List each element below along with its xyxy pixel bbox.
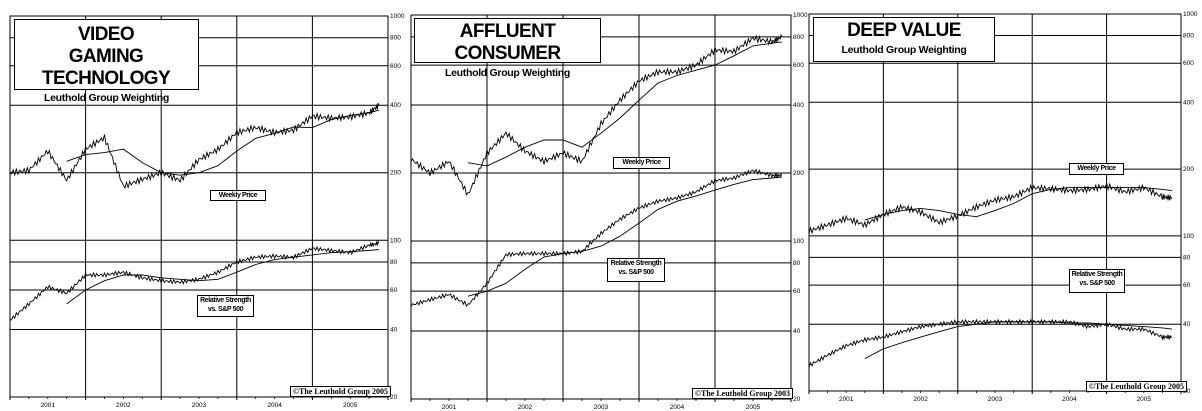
y-tick-label: 200 bbox=[390, 170, 401, 177]
y-tick-label: 100 bbox=[390, 237, 401, 244]
y-tick-label: 1000 bbox=[390, 13, 405, 20]
x-tick-label: 2002 bbox=[913, 396, 928, 403]
y-tick-label: 40 bbox=[793, 328, 801, 335]
x-tick-label: 2002 bbox=[116, 402, 131, 409]
chart-subtitle: Leuthold Group Weighting bbox=[445, 67, 570, 79]
x-tick-label: 2004 bbox=[1062, 396, 1077, 403]
relative-strength-line bbox=[410, 168, 783, 308]
x-tick-label: 2003 bbox=[594, 404, 609, 411]
x-tick-label: 2005 bbox=[343, 402, 358, 409]
legend-rs-label: Relative Strength bbox=[1071, 271, 1123, 278]
y-tick-label: 600 bbox=[1183, 60, 1194, 67]
y-tick-label: 60 bbox=[793, 288, 801, 295]
copyright: ©The Leuthold Group 2005 bbox=[290, 386, 391, 397]
title-box: AFFLUENT CONSUMER Leuthold Group Weighti… bbox=[414, 18, 601, 79]
chart-title: DEEP VALUE bbox=[847, 20, 961, 41]
y-tick-label: 600 bbox=[793, 62, 804, 69]
y-tick-label: 800 bbox=[390, 35, 401, 42]
y-tick-label: 1000 bbox=[1183, 11, 1198, 18]
chart-title: VIDEO GAMING TECHNOLOGY bbox=[41, 24, 171, 89]
price-moving-average-line bbox=[864, 187, 1173, 221]
x-tick-label: 2003 bbox=[988, 396, 1003, 403]
legend-price-label: Weekly Price bbox=[622, 159, 661, 166]
y-tick-label: 400 bbox=[390, 102, 401, 109]
plot-frame bbox=[808, 13, 1182, 392]
rs-moving-average-line bbox=[864, 321, 1173, 359]
y-tick-label: 80 bbox=[390, 259, 398, 266]
y-tick-label: 100 bbox=[1183, 233, 1194, 240]
y-tick-label: 20 bbox=[793, 396, 801, 403]
legend-relative-strength: Relative Strength vs. S&P 500 bbox=[1069, 269, 1125, 293]
y-tick-label: 80 bbox=[1183, 254, 1191, 261]
x-tick-label: 2001 bbox=[839, 396, 854, 403]
chart-affluent-consumer: 1000 800 600 400 200 100 80 60 40 20 2001 2002 2003 2… bbox=[410, 12, 808, 411]
chart-title: AFFLUENT CONSUMER bbox=[454, 21, 561, 64]
title-box: DEEP VALUE Leuthold Group Weighting bbox=[813, 17, 995, 62]
y-tick-label: 800 bbox=[793, 34, 804, 41]
price-moving-average-line bbox=[66, 109, 380, 176]
x-tick-label: 2005 bbox=[1137, 396, 1152, 403]
copyright: ©The Leuthold Group 2003 bbox=[692, 388, 793, 399]
price-moving-average-line bbox=[467, 41, 782, 167]
x-tick-label: 2001 bbox=[442, 404, 457, 411]
x-tick-label: 2004 bbox=[267, 402, 282, 409]
legend-rs-sub-label: vs. S&P 500 bbox=[618, 269, 654, 276]
y-tick-label: 200 bbox=[793, 170, 804, 177]
weekly-price-line bbox=[410, 33, 783, 197]
y-tick-label: 60 bbox=[390, 287, 398, 294]
chart-video-gaming: 1000 800 600 400 200 100 80 60 40 20 2001 2002 2003 2… bbox=[0, 0, 405, 411]
chart-subtitle: Leuthold Group Weighting bbox=[44, 92, 169, 104]
relative-strength-line bbox=[808, 318, 1173, 368]
y-tick-label: 80 bbox=[793, 260, 801, 267]
chart-subtitle: Leuthold Group Weighting bbox=[841, 44, 967, 56]
legend-weekly-price: Weekly Price bbox=[210, 190, 266, 201]
x-tick-label: 2003 bbox=[192, 402, 207, 409]
relative-strength-line bbox=[9, 240, 380, 321]
weekly-price-line bbox=[9, 102, 380, 190]
x-tick-label: 2002 bbox=[518, 404, 533, 411]
legend-price-label: Weekly Price bbox=[218, 192, 258, 199]
legend-rs-sub-label: vs. S&P 500 bbox=[1079, 280, 1115, 287]
legend-rs-sub-label: vs. S&P 500 bbox=[207, 306, 244, 313]
copyright: ©The Leuthold Group 2005 bbox=[1086, 381, 1187, 392]
y-tick-label: 800 bbox=[1183, 33, 1194, 40]
y-tick-label: 400 bbox=[1183, 99, 1194, 106]
legend-rs-label: Relative Strength bbox=[610, 260, 662, 267]
rs-moving-average-line bbox=[66, 248, 379, 305]
y-tick-label: 400 bbox=[793, 102, 804, 109]
legend-rs-label: Relative Strength bbox=[200, 297, 251, 304]
y-tick-label: 100 bbox=[793, 238, 804, 245]
legend-weekly-price: Weekly Price bbox=[1069, 163, 1124, 175]
legend-weekly-price: Weekly Price bbox=[613, 157, 670, 169]
legend-relative-strength: Relative Strength vs. S&P 500 bbox=[607, 258, 665, 282]
legend-price-label: Weekly Price bbox=[1077, 165, 1116, 172]
title-box: VIDEO GAMING TECHNOLOGY Leuthold Group W… bbox=[14, 19, 199, 104]
y-tick-label: 1000 bbox=[793, 12, 808, 19]
y-tick-label: 60 bbox=[1183, 282, 1191, 289]
y-tick-label: 20 bbox=[390, 394, 398, 401]
legend-relative-strength: Relative Strength vs. S&P 500 bbox=[197, 295, 254, 317]
x-tick-label: 2004 bbox=[670, 404, 685, 411]
y-tick-label: 600 bbox=[390, 63, 401, 70]
x-tick-label: 2005 bbox=[746, 404, 761, 411]
y-tick-label: 40 bbox=[1183, 321, 1191, 328]
y-tick-label: 200 bbox=[1183, 166, 1194, 173]
rs-moving-average-line bbox=[467, 176, 782, 297]
weekly-price-line bbox=[808, 181, 1173, 235]
x-tick-label: 2001 bbox=[41, 402, 56, 409]
y-tick-label: 40 bbox=[390, 326, 398, 333]
